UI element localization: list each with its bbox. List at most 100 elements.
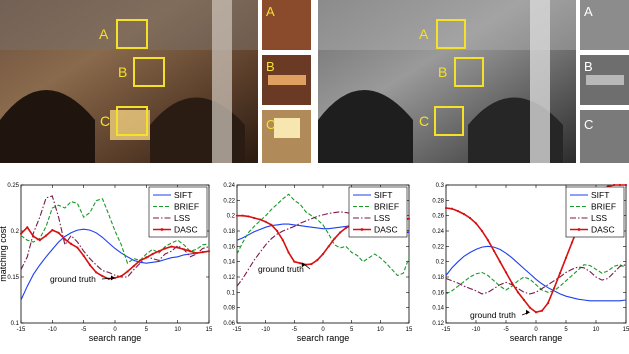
legend-label: BRIEF	[174, 202, 199, 212]
series-point-dasc	[540, 309, 544, 312]
series-point-dasc	[552, 287, 556, 290]
legend-label: SIFT	[374, 190, 392, 200]
series-point-dasc	[120, 274, 123, 278]
legend-label: SIFT	[591, 190, 609, 200]
color-inset-label: A	[266, 4, 275, 19]
x-tick-label: 10	[174, 327, 181, 333]
series-point-dasc	[570, 241, 574, 244]
series-point-dasc	[612, 183, 616, 187]
y-tick-label: 0.2	[11, 229, 20, 235]
color-inset-label: C	[266, 117, 275, 132]
x-tick-label: -15	[17, 327, 26, 333]
ground-truth-label: ground truth	[258, 264, 304, 274]
series-point-dasc	[258, 218, 262, 221]
series-point-dasc	[480, 229, 484, 233]
series-point-dasc	[618, 183, 622, 187]
series-point-dasc	[26, 226, 29, 229]
gray-marker-label: A	[419, 26, 429, 42]
series-point-dasc	[82, 254, 85, 257]
y-tick-label: 0.2	[436, 260, 445, 266]
ground-truth-label: ground truth	[470, 310, 516, 320]
color-marker-box	[116, 19, 148, 49]
series-line-sift	[445, 245, 627, 302]
series-point-dasc	[88, 263, 92, 267]
series-point-dasc	[333, 237, 336, 240]
x-axis-label: search range	[297, 333, 350, 343]
gray-marker-box	[436, 19, 466, 49]
series-point-dasc	[298, 262, 302, 265]
series-point-dasc	[95, 271, 98, 274]
series-point-dasc	[189, 250, 192, 253]
y-tick-label: 0.14	[432, 306, 444, 312]
legend-label: DASC	[174, 225, 198, 235]
legend-label: LSS	[374, 213, 390, 223]
series-point-dasc	[138, 259, 142, 262]
series-point-dasc	[170, 245, 173, 248]
chart-panel: -15 -10 -5 0 5 10 15 0.06 0.08 0.1 0.12 0.14 0.16 0.1…	[223, 183, 413, 343]
x-tick-label: -15	[442, 327, 451, 333]
series-point-dasc	[287, 251, 290, 254]
x-tick-label: -5	[503, 327, 509, 333]
y-tick-label: 0.1	[11, 321, 20, 327]
y-tick-label: 0.25	[7, 183, 19, 189]
series-point-dasc	[207, 250, 211, 253]
x-tick-label: 0	[113, 327, 117, 333]
series-point-dasc	[504, 271, 508, 274]
legend-label: BRIEF	[591, 202, 616, 212]
gray-inset-label: C	[584, 117, 593, 132]
x-tick-label: 0	[321, 327, 325, 333]
photo-markers: A B C A B C A B C A B C	[99, 4, 593, 136]
color-inset-label: B	[266, 59, 275, 74]
gray-insets	[580, 0, 629, 163]
color-insets	[262, 0, 311, 163]
series-point-dasc	[558, 272, 562, 275]
series-point-dasc	[157, 250, 160, 253]
y-tick-label: 0.18	[432, 275, 444, 281]
legend-label: LSS	[591, 213, 607, 223]
series-point-dasc	[462, 213, 466, 216]
series-line-lss	[20, 195, 210, 278]
y-tick-label: 0.16	[432, 290, 444, 296]
color-marker-label: A	[99, 26, 109, 42]
series-point-dasc	[474, 222, 478, 225]
series-line-lss	[445, 264, 627, 295]
series-point-dasc	[38, 239, 41, 242]
gray-marker-label: C	[419, 113, 429, 129]
legend-marker	[360, 228, 364, 231]
x-axis-label: search range	[510, 333, 563, 343]
ground-truth-arrowhead	[111, 275, 115, 281]
y-tick-label: 0.12	[223, 275, 235, 281]
y-tick-label: 0.1	[227, 290, 236, 296]
series-point-dasc	[126, 270, 129, 273]
series-point-dasc	[76, 246, 79, 249]
series-point-dasc	[534, 311, 538, 314]
ground-truth-arrow	[304, 264, 311, 270]
series-point-dasc	[32, 235, 35, 238]
ground-truth-label: ground truth	[50, 274, 96, 284]
series-point-dasc	[201, 251, 204, 254]
y-tick-label: 0.24	[432, 229, 444, 235]
series-point-dasc	[456, 209, 460, 213]
series-line-sift	[20, 228, 210, 301]
x-tick-label: -5	[81, 327, 87, 333]
series-line-brief	[236, 193, 410, 277]
y-tick-label: 0.18	[223, 229, 235, 235]
series-point-dasc	[19, 232, 23, 235]
x-tick-label: 15	[206, 327, 213, 333]
gray-inset-label: A	[584, 4, 593, 19]
series-point-dasc	[344, 226, 348, 230]
legend-marker	[577, 228, 581, 231]
series-point-dasc	[281, 239, 284, 242]
gray-inset-label: B	[584, 59, 593, 74]
legend-marker	[160, 228, 164, 231]
y-tick-label: 0.08	[223, 306, 235, 312]
x-tick-label: 0	[534, 327, 538, 333]
series-point-dasc	[253, 216, 256, 220]
gray-marker-label: B	[438, 64, 447, 80]
series-point-dasc	[486, 239, 490, 242]
y-tick-label: 0.14	[223, 260, 235, 266]
series-point-dasc	[182, 248, 186, 251]
y-tick-label: 0.16	[223, 244, 235, 250]
